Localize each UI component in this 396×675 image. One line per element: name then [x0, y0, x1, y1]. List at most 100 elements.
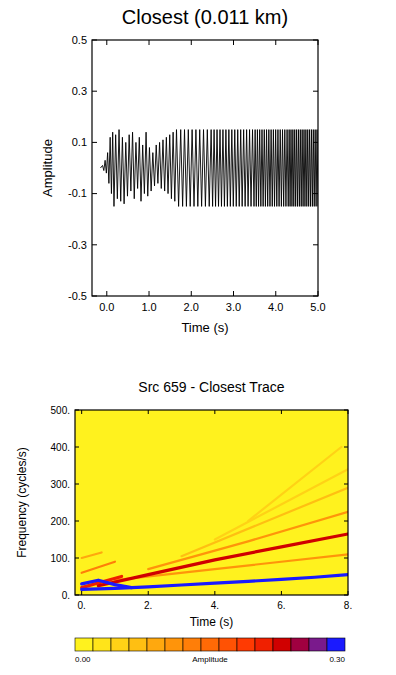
x-tick-label: 4. — [211, 600, 219, 611]
y-tick-right — [313, 142, 318, 143]
y-tick-label: 300. — [51, 479, 70, 490]
x-tick — [275, 291, 276, 296]
chart-title: Src 659 - Closest Trace — [138, 379, 284, 395]
figure: Closest (0.011 km) 0.0 1.0 2.0 3.0 4.0 5.0 -0.5… — [0, 0, 396, 675]
x-tick-top — [348, 410, 349, 414]
y-tick — [75, 484, 79, 485]
x-tick-label: 0. — [77, 600, 85, 611]
x-tick-label: 2.0 — [184, 301, 199, 313]
spectral-ridge — [82, 575, 348, 590]
plot-frame — [92, 40, 318, 296]
y-tick-label: -0.5 — [68, 290, 87, 302]
x-tick-top — [191, 40, 192, 45]
colorbar-box — [147, 638, 165, 651]
colorbar-box — [237, 638, 255, 651]
y-tick-label: -0.3 — [68, 239, 87, 251]
y-tick — [75, 558, 79, 559]
y-tick-right — [344, 447, 348, 448]
spectral-ridge — [215, 469, 348, 539]
y-tick — [75, 521, 79, 522]
x-tick — [81, 591, 82, 595]
x-tick-label: 8. — [344, 600, 352, 611]
x-tick-top — [214, 410, 215, 414]
x-tick-top — [275, 40, 276, 45]
colorbar-box — [183, 638, 201, 651]
page: Closest (0.011 km) 0.0 1.0 2.0 3.0 4.0 5.0 -0.5… — [0, 0, 396, 675]
x-tick-top — [233, 40, 234, 45]
y-tick — [92, 244, 97, 245]
y-tick-right — [344, 558, 348, 559]
y-tick-label: 500. — [51, 405, 70, 416]
x-tick — [348, 591, 349, 595]
y-tick-label: 0.3 — [72, 85, 87, 97]
x-tick-top — [281, 410, 282, 414]
colorbar-title: Amplitude — [192, 655, 228, 664]
spectral-ridge — [182, 488, 348, 556]
spectral-ridge — [82, 562, 115, 573]
y-tick-right — [313, 244, 318, 245]
y-tick — [92, 91, 97, 92]
y-tick-label: 200. — [51, 516, 70, 527]
spectrogram-data — [75, 410, 348, 595]
spectrogram-panel: Src 659 - Closest Trace 0. 2. 4. 6. 8. 0. 100. 2… — [15, 379, 352, 664]
y-tick-right — [313, 40, 318, 41]
y-tick-label: 400. — [51, 442, 70, 453]
colorbar-tick-label: 0.30 — [329, 655, 345, 664]
x-tick-label: 5.0 — [310, 301, 325, 313]
y-tick-right — [313, 193, 318, 194]
colorbar: 0.00 0.30 Amplitude — [75, 638, 346, 664]
x-tick — [214, 591, 215, 595]
trace-line — [100, 130, 318, 207]
trace-panel: Closest (0.011 km) 0.0 1.0 2.0 3.0 4.0 5.0 -0.5… — [40, 6, 326, 335]
x-tick — [281, 591, 282, 595]
x-tick-label: 3.0 — [226, 301, 241, 313]
x-axis-title: Time (s) — [190, 615, 234, 629]
colorbar-box — [327, 638, 345, 651]
x-tick-top — [106, 40, 107, 45]
y-tick-right — [344, 595, 348, 596]
x-tick-top — [149, 40, 150, 45]
y-tick — [75, 447, 79, 448]
x-tick-label: 0.0 — [99, 301, 114, 313]
colorbar-box — [75, 638, 93, 651]
colorbar-box — [273, 638, 291, 651]
y-tick-label: 100. — [51, 553, 70, 564]
y-tick-label: 0. — [62, 590, 70, 601]
y-tick — [75, 410, 79, 411]
colorbar-box — [201, 638, 219, 651]
y-tick — [75, 595, 79, 596]
colorbar-box — [111, 638, 129, 651]
x-tick-top — [148, 410, 149, 414]
x-tick — [106, 291, 107, 296]
x-tick-label: 4.0 — [268, 301, 283, 313]
colorbar-box — [291, 638, 309, 651]
colorbar-box — [309, 638, 327, 651]
x-tick-label: 6. — [277, 600, 285, 611]
x-tick — [191, 291, 192, 296]
y-tick-right — [313, 91, 318, 92]
plot-background — [75, 410, 348, 595]
colorbar-box — [255, 638, 273, 651]
chart-title: Closest (0.011 km) — [122, 6, 288, 28]
x-tick-top — [318, 40, 319, 45]
colorbar-box — [219, 638, 237, 651]
x-tick-label: 2. — [144, 600, 152, 611]
y-tick-label: 0.1 — [72, 136, 87, 148]
colorbar-tick-label: 0.00 — [75, 655, 91, 664]
plot-frame — [75, 410, 348, 595]
x-tick-label: 1.0 — [141, 301, 156, 313]
y-tick-label: 0.5 — [72, 34, 87, 46]
x-axis-title: Time (s) — [181, 320, 228, 335]
y-tick-right — [344, 410, 348, 411]
x-tick — [149, 291, 150, 296]
y-tick-right — [313, 296, 318, 297]
y-tick — [92, 40, 97, 41]
y-tick — [92, 296, 97, 297]
y-tick-label: -0.1 — [68, 187, 87, 199]
spectral-ridge — [82, 552, 102, 558]
y-tick-right — [344, 521, 348, 522]
y-tick-right — [344, 484, 348, 485]
colorbar-box — [129, 638, 147, 651]
y-axis-title: Frequency (cycles/s) — [15, 447, 29, 558]
y-tick — [92, 142, 97, 143]
